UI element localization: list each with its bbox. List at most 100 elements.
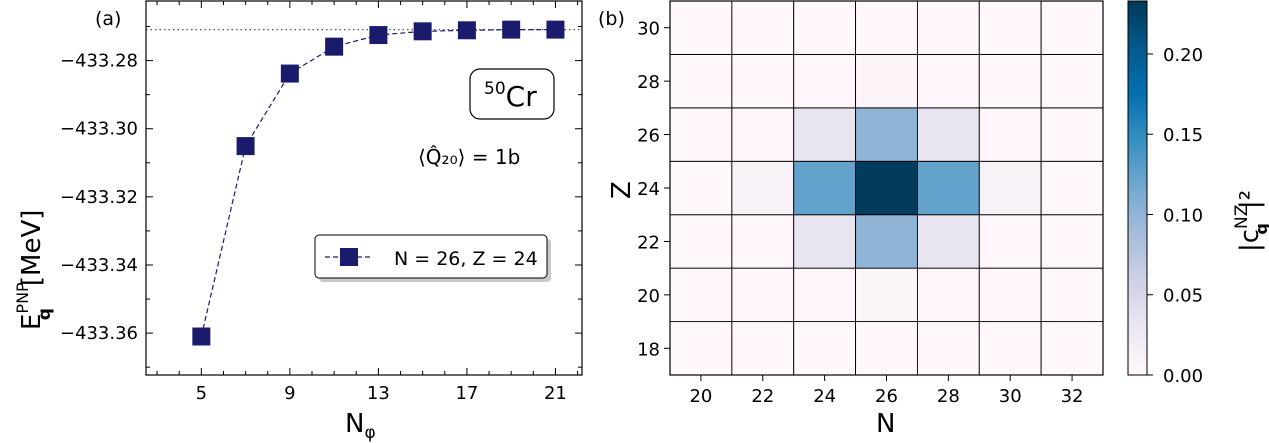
y-tick-label-b: 30 [637,19,660,40]
heatmap-cell [731,107,795,162]
y-tick-label-b: 26 [637,126,660,147]
x-axis-label: Nφ [345,409,376,443]
x-tick-label-b: 32 [1061,386,1084,407]
x-axis-label-b: N [876,409,895,439]
colorbar-tick-label: 0.15 [1163,125,1203,146]
x-tick-label-b: 28 [937,386,960,407]
heatmap-cell [731,0,795,55]
data-point [236,137,255,156]
heatmap-cell [855,321,918,376]
heatmap-cell [1040,267,1104,323]
heatmap-cell [855,0,918,55]
colorbar-tick-label: 0.05 [1163,286,1203,307]
heatmap-cell [793,267,857,323]
x-tick-label-b: 22 [751,386,774,407]
heatmap-cell [731,267,795,323]
heatmap-cell [978,53,1042,109]
heatmap-cell [978,214,1042,269]
legend-entry: N = 26, Z = 24 [394,248,538,270]
heatmap-cell [793,0,857,55]
legend-box [314,234,548,279]
heatmap-cell [1040,0,1104,55]
heatmap-cell [916,321,980,376]
data-point [192,327,211,346]
colorbar-tick-label: 0.20 [1163,45,1203,66]
heatmap-cell [978,0,1042,55]
y-axis-ticks: −433.28 −433.30 −433.32 −433.34 −433.36 [60,26,582,368]
colorbar-tick-label: 0.00 [1163,366,1203,387]
heatmap-cell [916,267,980,323]
panel-a: (a) 5 9 13 17 21 −433.28 −433.30 −433.32 −433.3… [13,0,583,443]
x-tick-label: 13 [367,383,390,404]
heatmap-cell [1040,321,1104,376]
x-tick-label-b: 24 [813,386,836,407]
y-tick-label: −433.28 [60,51,138,72]
data-point [280,64,299,83]
y-tick-label-b: 22 [637,232,660,253]
x-tick-label: 21 [544,383,567,404]
heatmap-cell [1040,160,1104,216]
heatmap-cell [669,267,733,323]
heatmap-cell [669,160,733,216]
heatmap-cell [855,53,918,109]
heatmap-cell [978,160,1042,216]
y-tick-label: −433.32 [60,187,138,208]
y-tick-label: −433.36 [60,323,138,344]
y-axis-ticks-b: 18 20 22 24 26 28 30 [637,19,670,360]
legend: N = 26, Z = 24 [314,234,551,282]
heatmap-cell [669,53,733,109]
heatmap-cell [669,107,733,162]
x-tick-label-b: 26 [875,386,898,407]
y-tick-label: −433.34 [60,255,138,276]
heatmap-cell [978,321,1042,376]
heatmap-cell [855,160,918,216]
data-point [457,21,476,40]
heatmap-cell [793,160,857,216]
heatmap-cell [916,160,980,216]
heatmap-cell [793,321,857,376]
heatmap-cell [855,107,918,162]
heatmap-cell [731,321,795,376]
quadrupole-annotation: ⟨Q̂₂₀⟩ = 1b [418,145,520,169]
heatmap-cell [855,267,918,323]
data-point [325,37,344,56]
x-axis-ticks: 5 9 13 17 21 [156,1,579,404]
heatmap-cell [855,214,918,269]
y-tick-label: −433.30 [60,119,138,140]
heatmap-cell [978,107,1042,162]
heatmap-cells [669,0,1104,376]
heatmap-cell [669,0,733,55]
heatmap-cell [1040,107,1104,162]
heatmap-cell [793,53,857,109]
legend-marker [340,248,358,266]
plot-frame-a [145,0,583,376]
heatmap-cell [731,160,795,216]
x-tick-label: 9 [284,383,295,404]
heatmap-cell [793,214,857,269]
y-axis-label-b: Z [607,181,637,199]
y-tick-label-b: 18 [637,339,660,360]
y-tick-label-b: 28 [637,72,660,93]
heatmap-cell [731,53,795,109]
y-axis-label: EPNPq[MeV] [13,210,55,330]
data-series [192,20,565,346]
heatmap-cell [731,214,795,269]
data-point [546,20,565,39]
x-tick-label-b: 20 [689,386,712,407]
colorbar-ticks: 0.00 0.05 0.10 0.15 0.20 [1147,45,1203,387]
colorbar-tick-label: 0.10 [1163,205,1203,226]
heatmap-cell [978,267,1042,323]
y-tick-label-b: 20 [637,286,660,307]
data-point [413,22,432,41]
panel-b-label: (b) [598,8,625,30]
heatmap-cell [916,214,980,269]
nucleus-box [469,68,555,120]
heatmap-cell [916,0,980,55]
data-point [502,20,521,39]
nucleus-label: 50Cr [484,79,537,113]
panel-a-label: (a) [95,8,121,30]
x-tick-label-b: 30 [999,386,1022,407]
data-point [369,26,388,45]
panel-b: (b) 20 22 24 26 28 30 32 18 20 22 24 26 28 30 N Z 0.… [598,0,1269,439]
